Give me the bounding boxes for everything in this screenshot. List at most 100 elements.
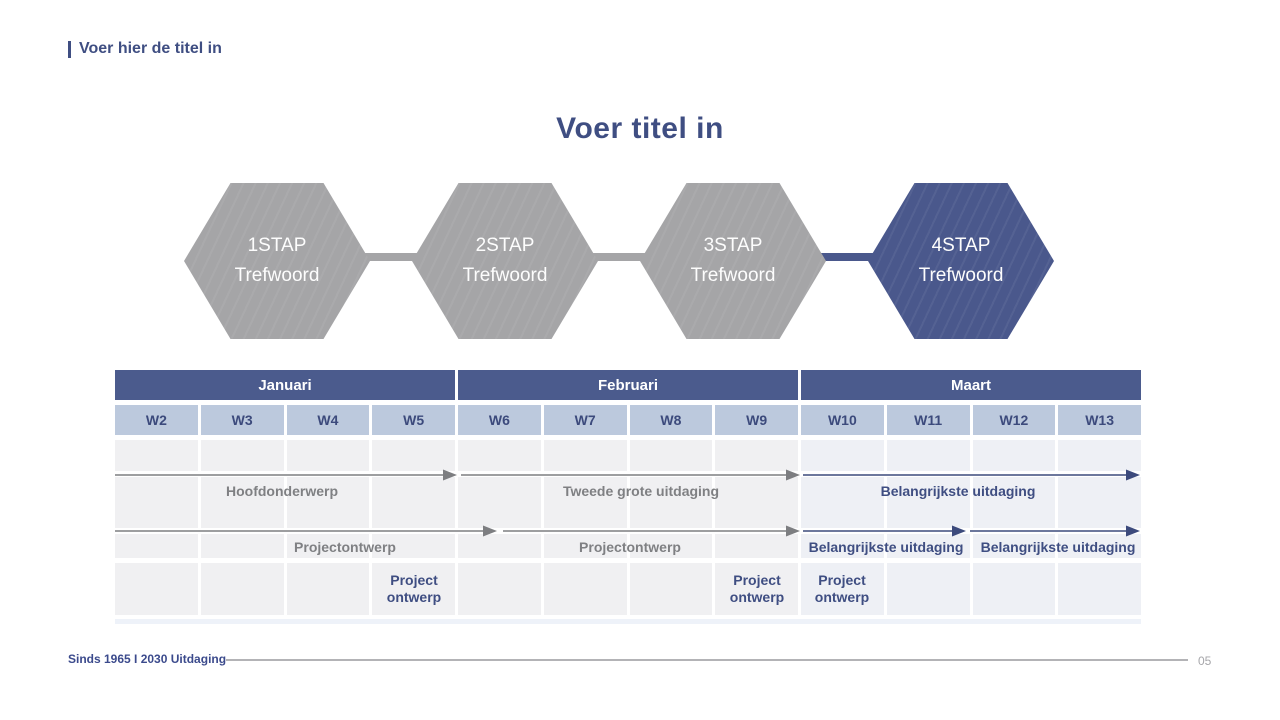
- week-header: W3: [200, 405, 284, 435]
- grid-cell: [972, 440, 1056, 471]
- grid-cell: [543, 440, 627, 471]
- grid-cell: [801, 534, 884, 558]
- step-keyword: Trefwoord: [918, 265, 1004, 286]
- month-header-maart: Maart: [801, 370, 1141, 400]
- grid-cell: [200, 440, 284, 471]
- grid-cell: [629, 440, 713, 471]
- month-header-februari: Februari: [458, 370, 798, 400]
- week-header: W9: [715, 405, 798, 435]
- grid-cell: [200, 477, 284, 528]
- step-keyword: Trefwoord: [690, 265, 776, 286]
- grid-cell: [458, 440, 541, 471]
- grid-cell: [629, 534, 713, 558]
- grid-cell: [286, 563, 370, 615]
- grid-cell: [115, 563, 198, 615]
- grid-cell: [1058, 563, 1141, 615]
- week-header: W8: [629, 405, 713, 435]
- grid-row: [115, 534, 1141, 558]
- footer-tagline: Sinds 1965 I 2030 Uitdaging: [68, 652, 227, 666]
- grid-cell: [715, 534, 798, 558]
- milestone-w10: Project ontwerp: [814, 572, 870, 605]
- step-keyword: Trefwoord: [462, 265, 548, 286]
- timeline-table: Januari Februari Maart W2 W3 W4 W5 W6 W7…: [115, 370, 1141, 626]
- step-hexagon-2: 2STAP Trefwoord: [412, 183, 598, 339]
- grid-cell: [543, 477, 627, 528]
- grid-cell: [1058, 477, 1141, 528]
- track1-label-2: Tweede grote uitdaging: [562, 483, 720, 499]
- week-header: W6: [458, 405, 541, 435]
- process-steps: 1STAP Trefwoord 2STAP Trefwoord 3STAP Tr…: [0, 183, 1280, 339]
- grid-cell: [115, 534, 198, 558]
- week-header: W5: [372, 405, 455, 435]
- grid-cell: [629, 477, 713, 528]
- step-number: 1STAP: [247, 235, 307, 256]
- grid-cell: [372, 534, 455, 558]
- header-title: Voer hier de titel in: [79, 40, 222, 57]
- step-hexagon-4: 4STAP Trefwoord: [868, 183, 1054, 339]
- week-header: W7: [543, 405, 627, 435]
- footer-divider: [226, 659, 1188, 661]
- grid-cell: [286, 534, 370, 558]
- grid-cell: [715, 477, 798, 528]
- page-title: Voer titel in: [556, 112, 724, 145]
- track1-label-3: Belangrijkste uitdaging: [880, 483, 1036, 499]
- grid-cell: [200, 534, 284, 558]
- grid-cell: [286, 440, 370, 471]
- step-hexagon-3: 3STAP Trefwoord: [640, 183, 826, 339]
- grid-cell: [1058, 534, 1141, 558]
- grid-cell: [886, 477, 970, 528]
- step-keyword: Trefwoord: [234, 265, 320, 286]
- track1-label-1: Hoofdonderwerp: [226, 483, 338, 499]
- month-header-januari: Januari: [115, 370, 455, 400]
- week-header: W2: [115, 405, 198, 435]
- week-header: W4: [286, 405, 370, 435]
- step-number: 3STAP: [703, 235, 763, 256]
- track2-label-1: Projectontwerp: [294, 539, 396, 555]
- slide-header: Voer hier de titel in: [68, 40, 222, 58]
- week-header: W11: [886, 405, 970, 435]
- grid-cell: [886, 440, 970, 471]
- grid-cell: [115, 477, 198, 528]
- month-header-row: Januari Februari Maart: [115, 370, 1141, 400]
- grid-cell: [801, 563, 884, 615]
- grid-cell: [972, 534, 1056, 558]
- header-accent-bar: [68, 40, 71, 58]
- grid-cell: [372, 440, 455, 471]
- grid-cell: [886, 534, 970, 558]
- grid-cell: [458, 534, 541, 558]
- grid-cell: [286, 477, 370, 528]
- grid-row: [115, 563, 1141, 615]
- grid-cell: [715, 563, 798, 615]
- milestone-w5: Project ontwerp: [386, 572, 442, 605]
- grid-cell: [372, 477, 455, 528]
- table-bottom-strip: [115, 619, 1141, 624]
- grid-cell: [200, 563, 284, 615]
- grid-cell: [372, 563, 455, 615]
- grid-cell: [715, 440, 798, 471]
- page-number: 05: [1198, 654, 1212, 668]
- step-number: 4STAP: [931, 235, 991, 256]
- week-header: W12: [972, 405, 1056, 435]
- track2-label-2: Projectontwerp: [579, 539, 681, 555]
- grid-cell: [886, 563, 970, 615]
- grid-cell: [801, 440, 884, 471]
- grid-cell: [543, 534, 627, 558]
- grid-cell: [458, 477, 541, 528]
- step-connector-3: [818, 253, 876, 261]
- grid-cell: [115, 440, 198, 471]
- grid-row: [115, 440, 1141, 471]
- step-connector-2: [590, 253, 648, 261]
- milestone-w9: Project ontwerp: [729, 572, 785, 605]
- grid-cell: [801, 477, 884, 528]
- grid-cell: [458, 563, 541, 615]
- week-header: W10: [801, 405, 884, 435]
- week-header-row: W2 W3 W4 W5 W6 W7 W8 W9 W10 W11 W12 W13: [115, 405, 1141, 435]
- step-number: 2STAP: [475, 235, 535, 256]
- step-connector-1: [362, 253, 420, 261]
- grid-cell: [972, 563, 1056, 615]
- step-hexagon-1: 1STAP Trefwoord: [184, 183, 370, 339]
- week-header: W13: [1058, 405, 1141, 435]
- grid-cell: [543, 563, 627, 615]
- track2-label-4: Belangrijkste uitdaging: [980, 539, 1136, 555]
- track2-label-3: Belangrijkste uitdaging: [808, 539, 964, 555]
